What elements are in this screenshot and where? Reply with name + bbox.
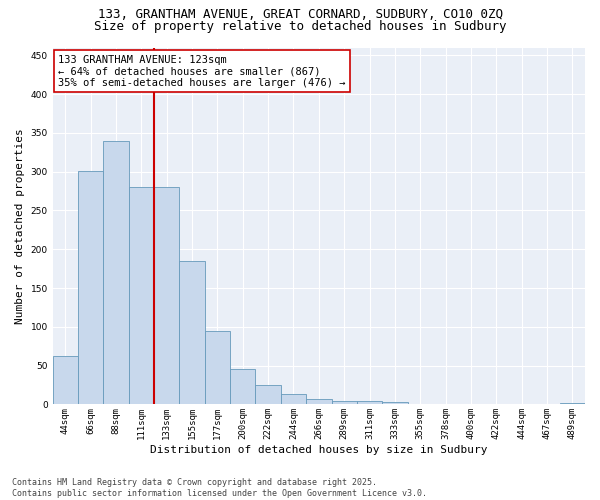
X-axis label: Distribution of detached houses by size in Sudbury: Distribution of detached houses by size … xyxy=(150,445,488,455)
Bar xyxy=(230,368,256,404)
Bar xyxy=(78,171,103,404)
Bar xyxy=(53,356,78,405)
Text: 133, GRANTHAM AVENUE, GREAT CORNARD, SUDBURY, CO10 0ZQ: 133, GRANTHAM AVENUE, GREAT CORNARD, SUD… xyxy=(97,8,503,20)
Bar xyxy=(179,261,205,404)
Bar xyxy=(154,187,179,404)
Bar xyxy=(129,187,154,404)
Bar xyxy=(103,142,129,404)
Bar xyxy=(382,402,407,404)
Text: 133 GRANTHAM AVENUE: 123sqm
← 64% of detached houses are smaller (867)
35% of se: 133 GRANTHAM AVENUE: 123sqm ← 64% of det… xyxy=(58,54,346,88)
Bar xyxy=(560,403,585,404)
Bar xyxy=(281,394,306,404)
Bar xyxy=(332,400,357,404)
Bar xyxy=(256,385,281,404)
Bar xyxy=(306,399,332,404)
Bar xyxy=(357,400,382,404)
Text: Size of property relative to detached houses in Sudbury: Size of property relative to detached ho… xyxy=(94,20,506,33)
Bar xyxy=(205,332,230,404)
Text: Contains HM Land Registry data © Crown copyright and database right 2025.
Contai: Contains HM Land Registry data © Crown c… xyxy=(12,478,427,498)
Y-axis label: Number of detached properties: Number of detached properties xyxy=(15,128,25,324)
